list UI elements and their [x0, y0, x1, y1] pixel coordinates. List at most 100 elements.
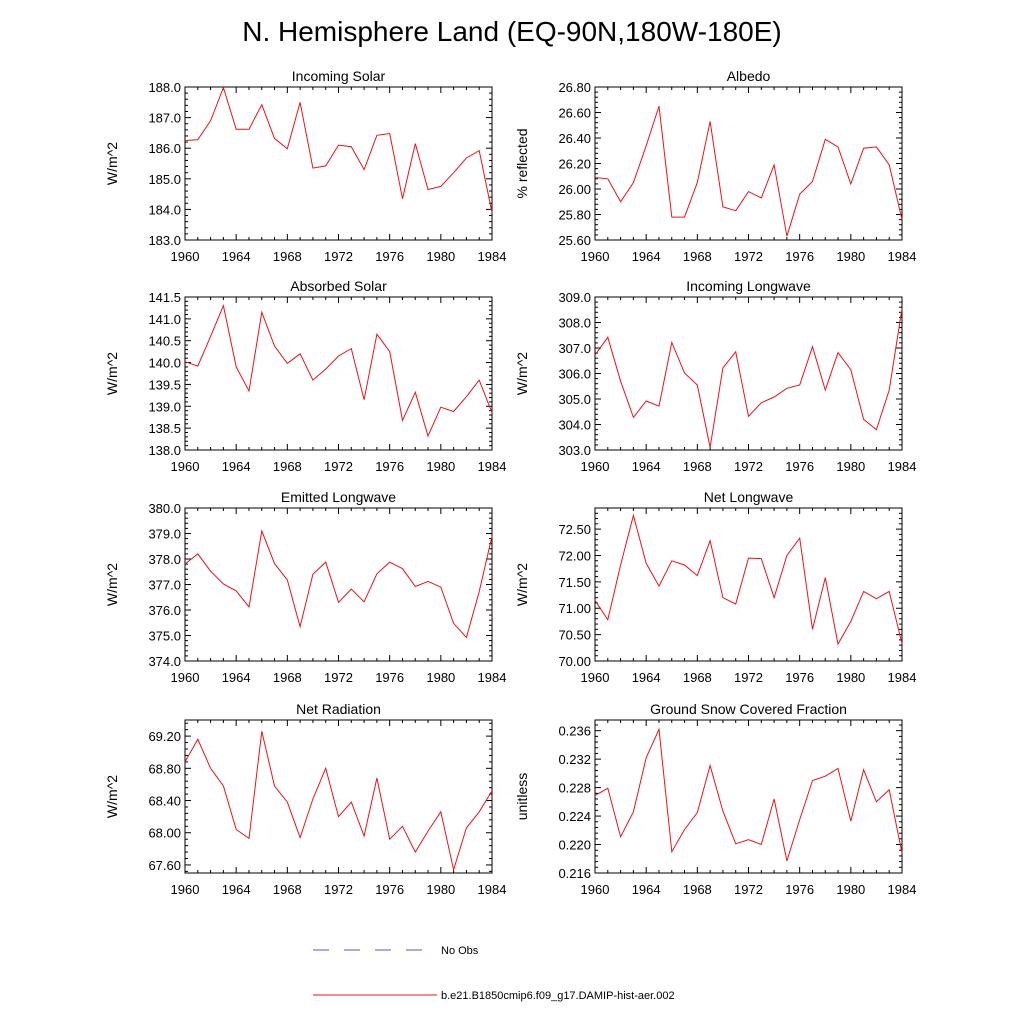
y-tick-label: 26.80: [558, 80, 591, 95]
y-axis-label: % reflected: [514, 128, 530, 198]
panel-incoming-solar: Incoming Solar W/m^2 1960 1964 1968 1972 1976 1…: [104, 68, 506, 264]
x-tick-label: 1972: [324, 249, 353, 264]
plot-frame: [184, 86, 493, 241]
y-tick-label: 67.60: [148, 858, 181, 873]
series-line: [184, 529, 493, 639]
series-line: [594, 105, 903, 237]
x-tick-label: 1968: [683, 882, 712, 897]
x-tick-label: 1976: [375, 249, 404, 264]
series-line: [184, 731, 493, 872]
x-tick-label: 1980: [426, 249, 455, 264]
y-tick-label: 0.220: [558, 838, 591, 853]
y-tick-label: 304.0: [558, 418, 591, 433]
x-tick-label: 1980: [836, 882, 865, 897]
y-tick-label: 139.5: [148, 377, 181, 392]
panel-title: Absorbed Solar: [290, 278, 387, 294]
y-tick-label: 308.0: [558, 316, 591, 331]
x-tick-label: 1960: [581, 459, 610, 474]
plot-frame: [594, 296, 903, 451]
y-tick-label: 0.224: [558, 809, 591, 824]
series-line: [594, 727, 903, 862]
y-tick-label: 71.50: [558, 575, 591, 590]
plot-frame: [184, 719, 493, 874]
panel-title: Incoming Solar: [292, 68, 386, 84]
y-tick-label: 68.40: [148, 794, 181, 809]
y-tick-label: 378.0: [148, 552, 181, 567]
plot-frame: [184, 507, 493, 662]
y-tick-label: 69.20: [148, 729, 181, 744]
y-tick-label: 138.5: [148, 421, 181, 436]
y-tick-label: 141.0: [148, 312, 181, 327]
series-line: [184, 86, 493, 213]
x-tick-label: 1976: [785, 670, 814, 685]
y-tick-label: 380.0: [148, 501, 181, 516]
x-tick-label: 1980: [836, 670, 865, 685]
x-tick-label: 1960: [581, 670, 610, 685]
y-tick-label: 26.60: [558, 106, 591, 121]
x-tick-label: 1984: [478, 459, 507, 474]
x-tick-label: 1984: [888, 670, 917, 685]
x-tick-label: 1968: [273, 882, 302, 897]
y-tick-label: 26.40: [558, 131, 591, 146]
y-tick-label: 185.0: [148, 172, 181, 187]
y-axis-label: W/m^2: [514, 563, 530, 606]
x-tick-label: 1968: [683, 459, 712, 474]
x-tick-label: 1964: [222, 459, 251, 474]
y-tick-label: 138.0: [148, 443, 181, 458]
y-tick-label: 25.80: [558, 208, 591, 223]
x-tick-label: 1960: [581, 249, 610, 264]
y-axis-label: unitless: [514, 773, 530, 820]
x-tick-label: 1964: [632, 670, 661, 685]
x-tick-label: 1976: [785, 882, 814, 897]
x-tick-label: 1960: [171, 882, 200, 897]
y-tick-label: 71.00: [558, 601, 591, 616]
panel-absorbed-solar: Absorbed Solar W/m^2 1960 1964 1968 1972 1976 1…: [104, 278, 506, 474]
y-tick-label: 141.5: [148, 290, 181, 305]
x-tick-label: 1968: [273, 249, 302, 264]
x-tick-label: 1976: [785, 249, 814, 264]
panel-title: Emitted Longwave: [281, 489, 396, 505]
y-tick-label: 68.80: [148, 761, 181, 776]
y-axis-label: W/m^2: [104, 563, 120, 606]
x-tick-label: 1972: [734, 670, 763, 685]
plot-frame: [594, 86, 903, 241]
x-tick-label: 1960: [171, 459, 200, 474]
x-tick-label: 1968: [683, 249, 712, 264]
x-tick-label: 1964: [632, 249, 661, 264]
y-tick-label: 184.0: [148, 202, 181, 217]
panel-title: Incoming Longwave: [686, 278, 811, 294]
y-tick-label: 377.0: [148, 578, 181, 593]
x-tick-label: 1984: [478, 670, 507, 685]
x-tick-label: 1984: [478, 882, 507, 897]
y-tick-label: 187.0: [148, 111, 181, 126]
x-tick-label: 1984: [478, 249, 507, 264]
y-tick-label: 303.0: [558, 443, 591, 458]
x-tick-label: 1964: [632, 459, 661, 474]
y-tick-label: 72.00: [558, 548, 591, 563]
panel-net-longwave: Net Longwave W/m^2 1960 1964 1968 1972 1976 198…: [514, 489, 916, 685]
y-tick-label: 0.228: [558, 781, 591, 796]
x-tick-label: 1972: [324, 882, 353, 897]
legend: No Obs b.e21.B1850cmip6.f09_g17.DAMIP-hi…: [313, 945, 675, 1002]
plot-frame: [184, 296, 493, 451]
x-tick-label: 1968: [683, 670, 712, 685]
x-tick-label: 1984: [888, 459, 917, 474]
y-tick-label: 0.232: [558, 752, 591, 767]
x-tick-label: 1960: [171, 249, 200, 264]
y-tick-label: 72.50: [558, 522, 591, 537]
panel-net-radiation: Net Radiation W/m^2 1960 1964 1968 1972 1976 19…: [104, 701, 506, 897]
x-tick-label: 1976: [785, 459, 814, 474]
y-axis-label: W/m^2: [104, 142, 120, 185]
plot-frame: [594, 719, 903, 874]
y-tick-label: 25.60: [558, 233, 591, 248]
x-tick-label: 1976: [375, 459, 404, 474]
x-tick-label: 1960: [171, 670, 200, 685]
x-tick-label: 1972: [734, 882, 763, 897]
panel-grid: Incoming Solar W/m^2 1960 1964 1968 1972 1976 1…: [104, 68, 916, 897]
x-tick-label: 1980: [426, 670, 455, 685]
y-axis-label: W/m^2: [104, 352, 120, 395]
y-tick-label: 68.00: [148, 826, 181, 841]
y-tick-label: 70.00: [558, 654, 591, 669]
x-tick-label: 1972: [734, 249, 763, 264]
